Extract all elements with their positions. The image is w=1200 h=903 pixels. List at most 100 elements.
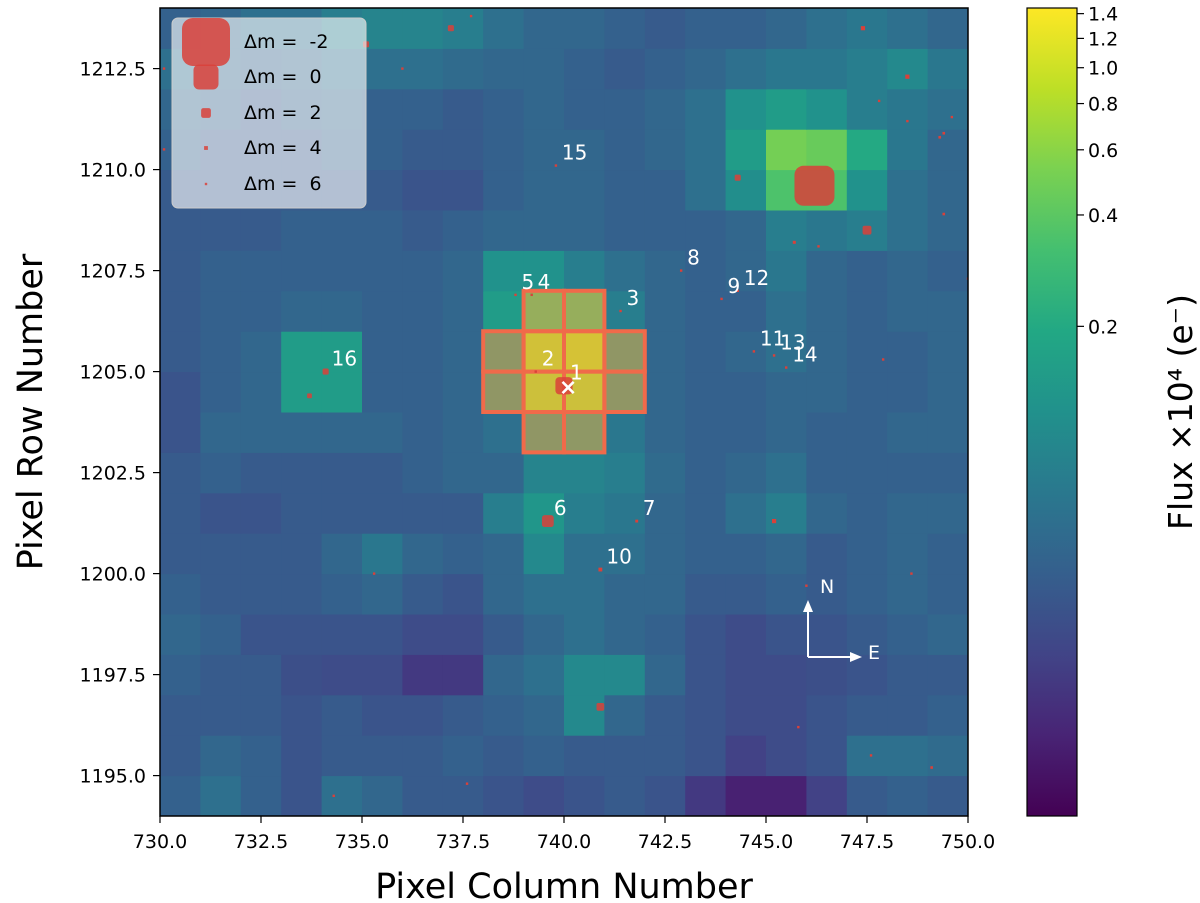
flux-pixel [240, 533, 282, 575]
flux-pixel [725, 290, 767, 332]
flux-pixel [442, 573, 484, 615]
flux-pixel [442, 654, 484, 696]
flux-pixel [442, 48, 484, 90]
star-marker [401, 67, 404, 70]
star-marker [860, 26, 866, 31]
star-label: 13 [780, 330, 805, 354]
flux-pixel [321, 533, 363, 575]
flux-pixel [604, 654, 646, 696]
flux-pixel [604, 129, 646, 171]
star-label: 10 [606, 545, 631, 569]
flux-pixel [281, 654, 323, 696]
flux-pixel [846, 371, 888, 413]
flux-pixel [564, 452, 605, 494]
flux-pixel [846, 735, 888, 777]
flux-pixel [604, 250, 646, 292]
flux-pixel [200, 694, 242, 736]
flux-pixel [362, 452, 403, 494]
flux-pixel [604, 533, 646, 575]
flux-pixel [240, 331, 282, 373]
flux-pixel [442, 210, 484, 251]
star-marker [619, 309, 622, 313]
flux-pixel [523, 250, 565, 292]
flux-pixel [644, 88, 686, 130]
star-label: 8 [687, 246, 700, 270]
star-marker [869, 754, 873, 757]
flux-pixel [725, 169, 767, 211]
flux-pixel [402, 371, 444, 413]
flux-pixel [644, 290, 686, 332]
flux-pixel [564, 654, 605, 696]
flux-pixel [846, 48, 888, 90]
y-tick-label: 1202.5 [80, 463, 146, 485]
flux-pixel [725, 452, 767, 494]
colorbar-tick-label: 0.2 [1088, 316, 1118, 338]
flux-pixel [806, 735, 848, 777]
flux-pixel [442, 371, 484, 413]
star-marker [554, 164, 558, 167]
flux-pixel [685, 412, 727, 453]
flux-pixel [281, 331, 323, 373]
star-marker [942, 131, 946, 135]
flux-pixel [604, 775, 646, 816]
flux-pixel [362, 694, 403, 736]
star-marker [322, 368, 329, 375]
flux-pixel [523, 573, 565, 615]
star-label: 12 [744, 266, 769, 290]
flux-pixel [806, 48, 848, 90]
y-tick-label: 1197.5 [80, 665, 146, 687]
flux-pixel [240, 452, 282, 494]
flux-pixel [402, 735, 444, 777]
flux-pixel [604, 88, 646, 130]
flux-pixel [644, 654, 686, 696]
flux-pixel [685, 371, 727, 413]
colorbar-tick-label: 1.0 [1088, 58, 1118, 80]
flux-pixel [685, 735, 727, 777]
flux-pixel [887, 412, 929, 453]
flux-pixel [887, 492, 929, 534]
flux-pixel [483, 8, 525, 49]
star-marker [541, 515, 554, 527]
flux-pixel [806, 129, 848, 171]
star-label: 16 [332, 347, 357, 371]
flux-pixel [483, 735, 525, 777]
flux-pixel [725, 412, 767, 453]
flux-pixel [564, 8, 605, 49]
legend-marker [204, 182, 208, 186]
flux-pixel [200, 533, 242, 575]
flux-pixel [160, 654, 201, 696]
flux-pixel [160, 492, 201, 534]
flux-pixel [685, 492, 727, 534]
star-label: 15 [562, 141, 587, 165]
legend: Δm = -2 Δm = 0 Δm = 2 Δm = 4 Δm = 6 [171, 17, 367, 209]
flux-pixel [200, 452, 242, 494]
flux-pixel [483, 412, 525, 453]
flux-pixel [160, 573, 201, 615]
flux-pixel [644, 492, 686, 534]
flux-pixel [442, 775, 484, 816]
flux-pixel [362, 371, 403, 413]
flux-pixel [442, 169, 484, 211]
flux-pixel [927, 614, 968, 655]
flux-pixel [685, 614, 727, 655]
flux-pixel [887, 533, 929, 575]
flux-pixel [604, 8, 646, 49]
flux-pixel [200, 371, 242, 413]
star-marker [910, 572, 913, 575]
flux-pixel [766, 250, 807, 292]
flux-pixel [200, 735, 242, 777]
flux-pixel [240, 492, 282, 534]
flux-pixel [927, 8, 968, 49]
y-tick-label: 1200.0 [80, 564, 146, 586]
colorbar-tick-label: 0.8 [1088, 94, 1118, 116]
flux-pixel [362, 88, 403, 130]
flux-pixel [766, 290, 807, 332]
flux-pixel [685, 88, 727, 130]
y-axis: 1195.0 1197.5 1200.0 1202.5 1205.0 1207.5 1210… [80, 59, 160, 788]
y-tick-label: 1207.5 [80, 261, 146, 283]
flux-pixel [160, 250, 201, 292]
star-marker [720, 297, 723, 301]
flux-pixel [402, 654, 444, 696]
flux-pixel [766, 654, 807, 696]
flux-pixel [402, 48, 444, 90]
